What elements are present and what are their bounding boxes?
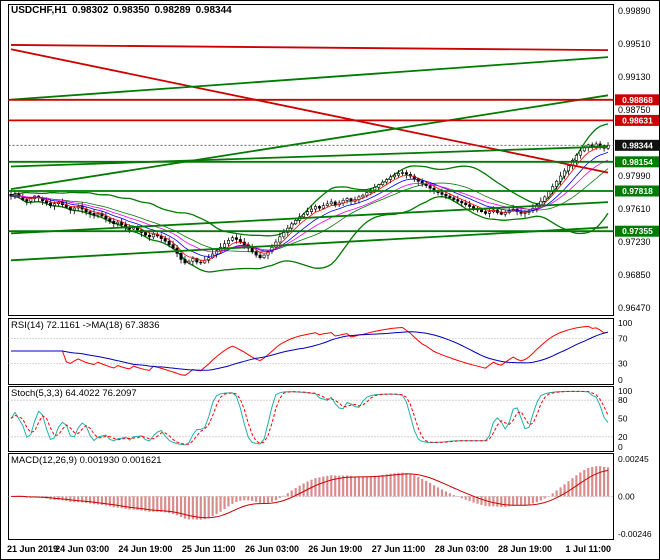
price-badge-resistance — [615, 94, 659, 106]
ohlc-close-value: 0.98344 — [195, 5, 232, 16]
price-axis-label: 0.97990 — [618, 171, 651, 181]
price-badge-current-price — [615, 139, 659, 151]
stoch-axis-label: 20 — [618, 432, 628, 442]
price-axis-label: 0.98750 — [618, 105, 651, 115]
trendline — [10, 94, 609, 190]
price-axis-label: 0.97230 — [618, 237, 651, 247]
ohlc-low-value: 0.98289 — [154, 5, 191, 16]
price-badge-value: 0.98154 — [622, 157, 653, 167]
price-axis-label: 0.97610 — [618, 204, 651, 214]
time-label: 24 Jun 19:00 — [118, 544, 173, 554]
rsi-axis-label: 0 — [618, 375, 623, 385]
price-badge-support — [615, 156, 659, 168]
time-label: 26 Jun 19:00 — [308, 544, 363, 554]
trendline — [10, 226, 609, 262]
rsi-axis-label: 100 — [618, 318, 632, 328]
time-axis[interactable]: 21 Jun 2019 24 Jun 03:00 24 Jun 19:00 25 Ju… — [1, 541, 659, 559]
price-badge-value: 0.98868 — [622, 95, 653, 105]
trendline — [10, 48, 609, 174]
time-label: 28 Jun 03:00 — [434, 544, 489, 554]
time-label: 28 Jun 19:00 — [497, 544, 553, 554]
bollinger-bands-layer — [10, 123, 609, 273]
rsi-axis-label: 30 — [618, 358, 628, 368]
stoch-axis-label: 100 — [618, 386, 632, 396]
price-badge-value: 0.98631 — [622, 115, 653, 125]
symbol-timeframe-label: USDCHF,H1 — [11, 5, 68, 16]
time-label: 1 Jul 11:00 — [565, 544, 612, 554]
rsi-canvas: 100 70 30 0 — [8, 318, 632, 385]
ohlc-high-value: 0.98350 — [113, 5, 150, 16]
macd-panel[interactable]: 0.00245 0.00 -0.00246 MACD(12,26,9) 0.0019… — [1, 453, 659, 541]
time-label: 25 Jun 11:00 — [181, 544, 236, 554]
time-label: 21 Jun 2019 — [7, 544, 59, 554]
macd-axis-label: 0.00245 — [618, 454, 649, 464]
price-axis-label: 0.99130 — [618, 72, 651, 82]
price-axis-label: 0.99510 — [618, 39, 651, 49]
stochastic-lines-layer — [10, 390, 609, 446]
macd-label: MACD(12,26,9) 0.001930 0.001621 — [11, 455, 162, 466]
price-axis-label: 0.96470 — [618, 303, 651, 313]
macd-axis-label: -0.00246 — [618, 529, 652, 539]
price-axis-label: 0.96850 — [618, 270, 651, 280]
stochastic-label: Stoch(5,3,3) 64.4022 76.2097 — [11, 388, 137, 399]
price-badge-resistance — [615, 114, 659, 126]
stoch-axis-label: 50 — [618, 414, 628, 424]
price-badge-support — [615, 225, 659, 237]
rsi-lines-layer — [11, 325, 609, 376]
rsi-panel[interactable]: 100 70 30 0 RSI(14) 72.1161 ->MA(18) 67.383… — [1, 318, 659, 386]
trendline — [10, 44, 609, 52]
price-badge-value: 0.97818 — [622, 186, 653, 196]
ohlc-open-value: 0.98302 — [72, 5, 109, 16]
price-axis[interactable]: 0.99890 0.99510 0.99130 0.98750 0.97990 0.976… — [615, 6, 660, 313]
macd-canvas: 0.00245 0.00 -0.00246 — [8, 453, 652, 540]
time-label: 24 Jun 03:00 — [55, 544, 110, 554]
main-chart-panel[interactable]: 0.99890 0.99510 0.99130 0.98750 0.97990 0.976… — [1, 1, 660, 318]
rsi-axis-label: 70 — [618, 334, 628, 344]
chart-ohlc-header: USDCHF,H1 0.98302 0.98350 0.98289 0.98344 — [11, 5, 237, 16]
main-chart-canvas: 0.99890 0.99510 0.99130 0.98750 0.97990 0.976… — [8, 4, 660, 316]
main-plot-frame — [8, 4, 614, 316]
trendlines-layer[interactable] — [8, 44, 614, 262]
price-axis-label: 0.99890 — [618, 6, 651, 16]
stochastic-panel[interactable]: 100 80 50 20 0 Stoch(5,3,3) 64.4022 76.2097 — [1, 386, 659, 453]
price-badge-value: 0.98344 — [622, 140, 653, 150]
trendline — [10, 201, 609, 235]
time-label: 26 Jun 03:00 — [244, 544, 299, 554]
rsi-label: RSI(14) 72.1161 ->MA(18) 67.3836 — [11, 320, 160, 331]
price-badge-value: 0.97355 — [622, 226, 653, 236]
stoch-axis-label: 80 — [618, 395, 628, 405]
stoch-axis-label: 0 — [618, 442, 623, 452]
macd-axis-label: 0.00 — [618, 491, 635, 501]
price-badge-support — [615, 185, 659, 197]
trendline — [10, 145, 609, 168]
trendline — [10, 56, 609, 101]
time-label: 27 Jun 11:00 — [371, 544, 426, 554]
